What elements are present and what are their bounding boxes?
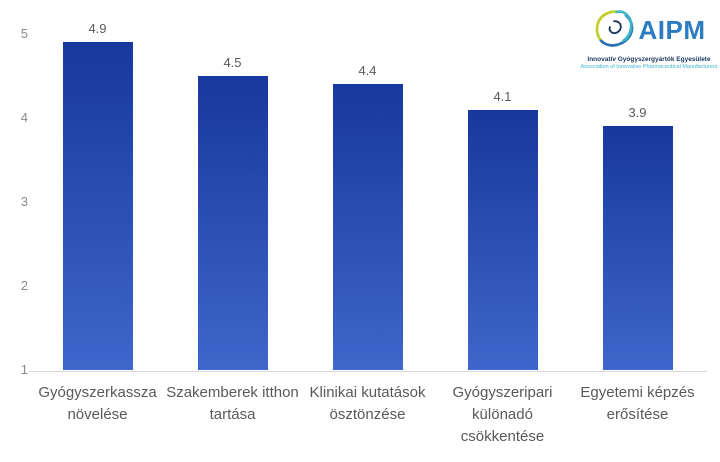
bar-value-label: 3.9 <box>628 105 647 121</box>
bar-value-label: 4.5 <box>223 55 242 70</box>
bar-value-label: 4.4 <box>358 63 377 79</box>
bar-value-label: 4.1 <box>493 88 512 104</box>
x-category-label: Gyógyszerkassza növelése <box>38 384 157 423</box>
aipm-wordmark: AIPM <box>638 15 706 45</box>
y-tick-label: 2 <box>20 278 28 293</box>
bar <box>197 76 268 370</box>
y-tick-label: 4 <box>20 110 28 125</box>
bar <box>602 126 673 370</box>
x-category-label: Klinikai kutatások ösztönzése <box>309 384 426 423</box>
aipm-swirl-icon <box>593 6 637 55</box>
x-category-label: Gyógyszeripari különadó csökkentése <box>452 384 553 445</box>
x-axis-line <box>28 371 707 372</box>
bar <box>332 84 403 370</box>
logo-subtitle-hu: Innovatív Gyógyszergyártók Egyesülete <box>587 56 711 63</box>
y-tick-label: 1 <box>20 362 28 377</box>
bar-value-label: 4.9 <box>88 21 107 37</box>
x-category-label: Szakemberek itthon tartása <box>166 384 299 423</box>
y-tick-label: 3 <box>20 194 28 209</box>
x-category-label: Egyetemi képzés erősítése <box>580 384 695 423</box>
bar <box>62 42 133 370</box>
y-tick-label: 5 <box>20 26 28 41</box>
aipm-logo: AIPM Innovatív Gyógyszergyártók Egyesüle… <box>581 6 717 70</box>
bar <box>467 109 538 370</box>
logo-subtitle-en: Association of Innovative Pharmaceutical… <box>580 64 718 70</box>
